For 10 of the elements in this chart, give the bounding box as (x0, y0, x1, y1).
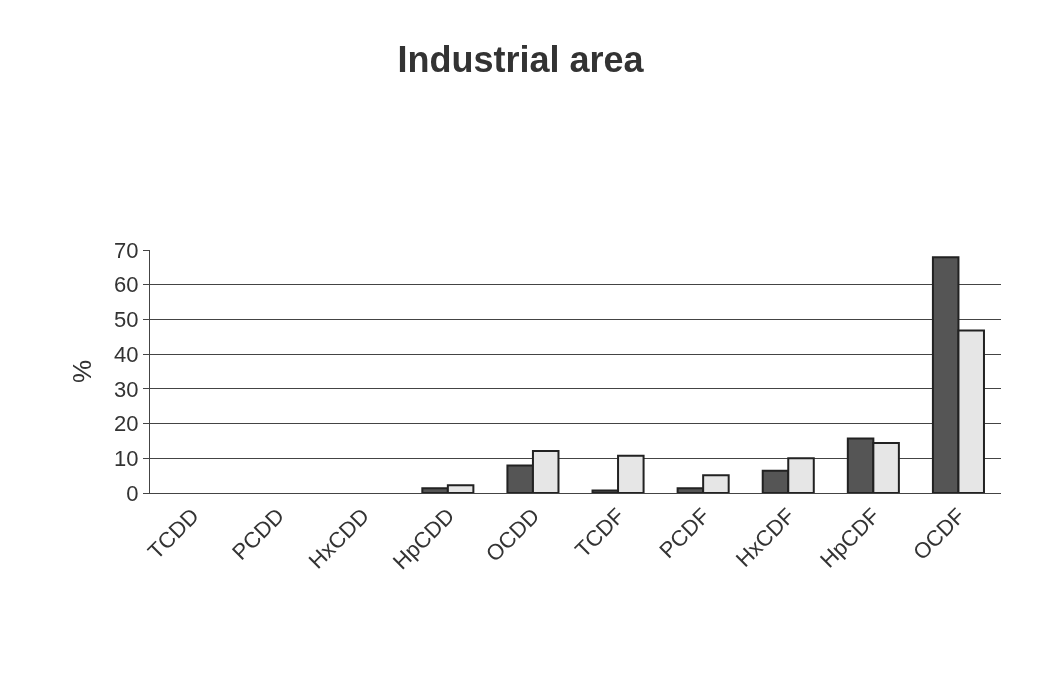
y-tick-label: 10 (114, 445, 139, 471)
y-tick-label: 0 (126, 480, 139, 506)
y-tick-label: 60 (114, 272, 139, 298)
y-tick-label: 40 (114, 341, 139, 367)
y-tick-label: 70 (114, 237, 139, 263)
y-tick-label: 20 (114, 411, 139, 437)
y-tick-label: 50 (114, 307, 139, 333)
y-axis-title: % (66, 359, 97, 384)
chart-title: Industrial area (397, 39, 645, 81)
y-tick-label: 30 (114, 376, 139, 402)
